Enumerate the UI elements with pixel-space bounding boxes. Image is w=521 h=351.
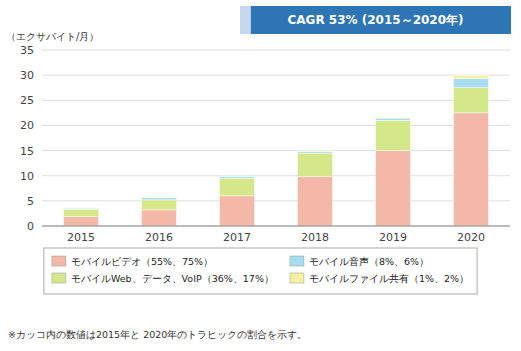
x-tick-label: 2020 (457, 231, 485, 244)
bar-segment (297, 177, 332, 226)
bar-segment (219, 178, 254, 196)
y-tick-label: 35 (20, 44, 34, 57)
chart: 0 5 10 15 20 25 30 35 2015 2016 2017 2018 2019 2020 （エ… (0, 0, 521, 351)
y-tick-label: 20 (20, 119, 34, 132)
grid-line (42, 200, 510, 201)
x-axis-line (42, 226, 510, 227)
bar-segment (219, 175, 254, 177)
y-axis-label: （エクサバイト/月） (6, 31, 99, 42)
bar-segment (141, 196, 176, 198)
y-tick-label: 15 (20, 145, 34, 158)
bar-segment (375, 151, 410, 226)
bar-segment (453, 79, 488, 88)
bar-segment (141, 197, 176, 200)
x-tick-label: 2019 (379, 231, 407, 244)
annotation: CAGR 53% (2015～2020年) (287, 13, 463, 27)
bar-segment (63, 209, 98, 216)
grid-line (42, 75, 510, 76)
grid-line (42, 175, 510, 176)
x-tick-label: 2016 (145, 231, 173, 244)
legend-item: モバイルビデオ（55%、75%） (52, 256, 213, 267)
grid (42, 50, 510, 226)
annotation-box (251, 6, 511, 34)
legend-swatch (290, 256, 304, 266)
legend-item: モバイルファイル共有（1%、2%） (290, 273, 469, 284)
bar-segment (219, 176, 254, 178)
bar-segment (453, 88, 488, 113)
legend-label: モバイルWeb、データ、VoIP（36%、17%） (71, 273, 274, 284)
footnote: ※カッコ内の数値は2015年と 2020年のトラヒックの割合を示す。 (8, 329, 307, 340)
legend-label: モバイル音声（8%、6%） (309, 256, 429, 267)
bar-segment (141, 210, 176, 226)
grid-line (42, 226, 510, 227)
bar-segment (63, 216, 98, 226)
bar-segment (375, 118, 410, 120)
x-tick-label: 2017 (223, 231, 251, 244)
legend-frame (44, 248, 477, 294)
grid-line (42, 125, 510, 126)
bar-segment (63, 207, 98, 208)
y-tick-label: 30 (20, 69, 34, 82)
grid-line (42, 50, 510, 51)
legend-item: モバイル音声（8%、6%） (290, 256, 429, 267)
legend-label: モバイルファイル共有（1%、2%） (309, 273, 469, 284)
legend-label: モバイルビデオ（55%、75%） (71, 256, 213, 267)
grid-line (42, 100, 510, 101)
bar-segment (453, 113, 488, 226)
grid-line (42, 150, 510, 151)
bar-segment (297, 153, 332, 177)
legend-item: モバイルWeb、データ、VoIP（36%、17%） (52, 273, 274, 284)
legend-swatch (52, 256, 66, 266)
legend-swatch (52, 273, 66, 283)
bar-segment (453, 76, 488, 79)
bar-segment (141, 200, 176, 210)
y-tick-label: 25 (20, 94, 34, 107)
bar-segment (219, 196, 254, 226)
annotation-accent (240, 6, 251, 34)
y-tick-label: 10 (20, 170, 34, 183)
legend-swatch (290, 273, 304, 283)
x-tick-label: 2015 (67, 231, 95, 244)
legend: モバイルビデオ（55%、75%） モバイルWeb、データ、VoIP（36%、17%… (52, 256, 469, 284)
bar-segment (63, 208, 98, 209)
bars (63, 76, 488, 226)
bar-segment (297, 150, 332, 152)
bar-segment (375, 120, 410, 150)
x-tick-label: 2018 (301, 231, 329, 244)
bar-segment (297, 151, 332, 153)
bar-segment (375, 117, 410, 119)
y-tick-label: 0 (27, 220, 34, 233)
y-tick-label: 5 (27, 195, 34, 208)
